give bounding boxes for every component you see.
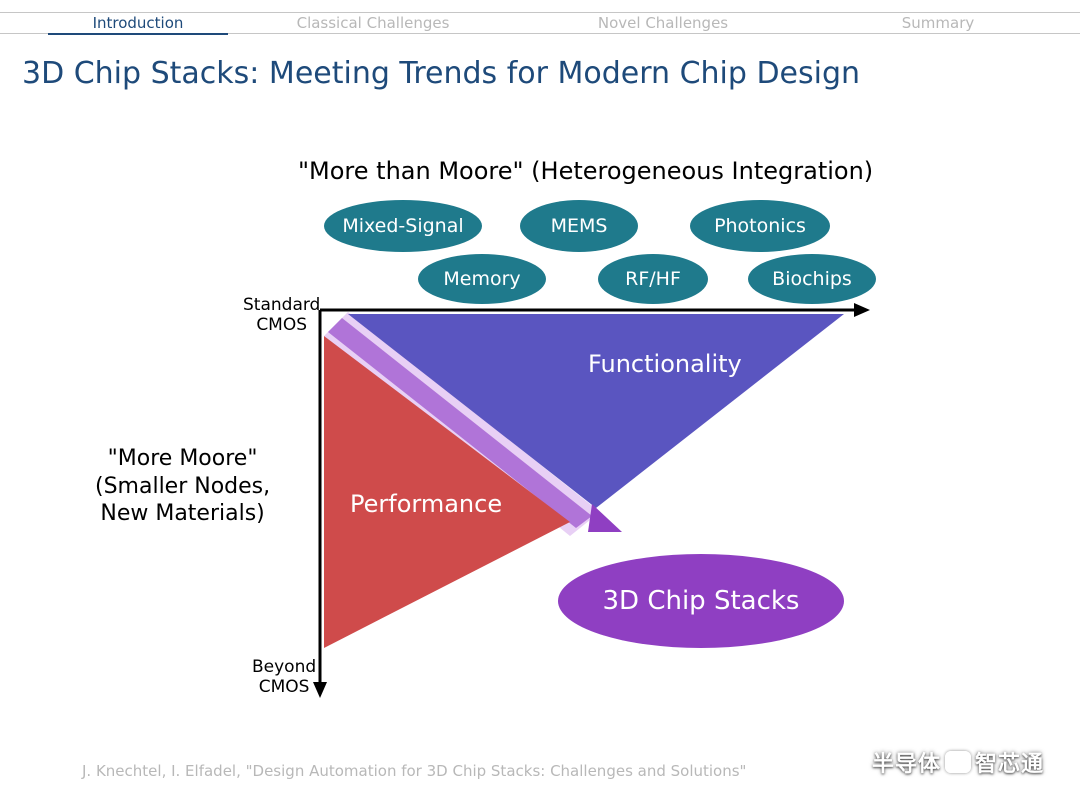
heading-more-than-moore: "More than Moore" (Heterogeneous Integra… <box>298 157 873 185</box>
ellipse-mixed-signal: Mixed-Signal <box>324 200 482 252</box>
nav-label: Summary <box>902 14 975 32</box>
ellipse-label: Biochips <box>772 268 852 290</box>
ellipse-rfhf: RF/HF <box>598 254 708 304</box>
ellipse-3d-chip-stacks: 3D Chip Stacks <box>558 554 844 648</box>
watermark-text-left: 半导体 <box>872 746 941 778</box>
nav-tab-novel[interactable]: Novel Challenges <box>518 13 808 33</box>
watermark: 半导体 智芯通 <box>872 746 1044 778</box>
nav-label: Novel Challenges <box>598 14 728 32</box>
ellipse-label: RF/HF <box>625 268 681 290</box>
wechat-icon <box>945 751 971 773</box>
convergence-arrow-icon <box>588 504 622 532</box>
ellipse-memory: Memory <box>418 254 546 304</box>
ellipse-label: 3D Chip Stacks <box>603 586 800 616</box>
ellipse-label: Photonics <box>714 215 806 237</box>
axis-label-standard-cmos: Standard CMOS <box>243 296 320 335</box>
section-nav: Introduction Classical Challenges Novel … <box>0 12 1080 34</box>
nav-label: Classical Challenges <box>297 14 450 32</box>
axis-label-beyond-cmos: Beyond CMOS <box>252 658 316 697</box>
ellipse-biochips: Biochips <box>748 254 876 304</box>
text-line: CMOS <box>259 677 310 697</box>
nav-tab-classical[interactable]: Classical Challenges <box>228 13 518 33</box>
slide-title: 3D Chip Stacks: Meeting Trends for Moder… <box>22 56 860 91</box>
heading-more-moore: "More Moore" (Smaller Nodes, New Materia… <box>95 445 270 528</box>
ellipse-mems: MEMS <box>520 200 638 252</box>
text-line: New Materials) <box>100 501 264 526</box>
watermark-text-right: 智芯通 <box>975 746 1044 778</box>
functionality-label: Functionality <box>588 350 742 378</box>
text-line: CMOS <box>256 315 307 335</box>
nav-label: Introduction <box>93 14 184 32</box>
text-line: Beyond <box>252 657 316 677</box>
citation-text: J. Knechtel, I. Elfadel, "Design Automat… <box>82 762 746 780</box>
performance-label: Performance <box>350 490 502 518</box>
nav-tab-introduction[interactable]: Introduction <box>48 13 228 35</box>
ellipse-label: MEMS <box>551 215 608 237</box>
text-line: "More Moore" <box>108 446 258 471</box>
nav-tab-summary[interactable]: Summary <box>808 13 1068 33</box>
ellipse-label: Mixed-Signal <box>342 215 463 237</box>
text-line: Standard <box>243 295 320 315</box>
ellipse-label: Memory <box>443 268 520 290</box>
ellipse-photonics: Photonics <box>690 200 830 252</box>
text-line: (Smaller Nodes, <box>95 474 270 499</box>
